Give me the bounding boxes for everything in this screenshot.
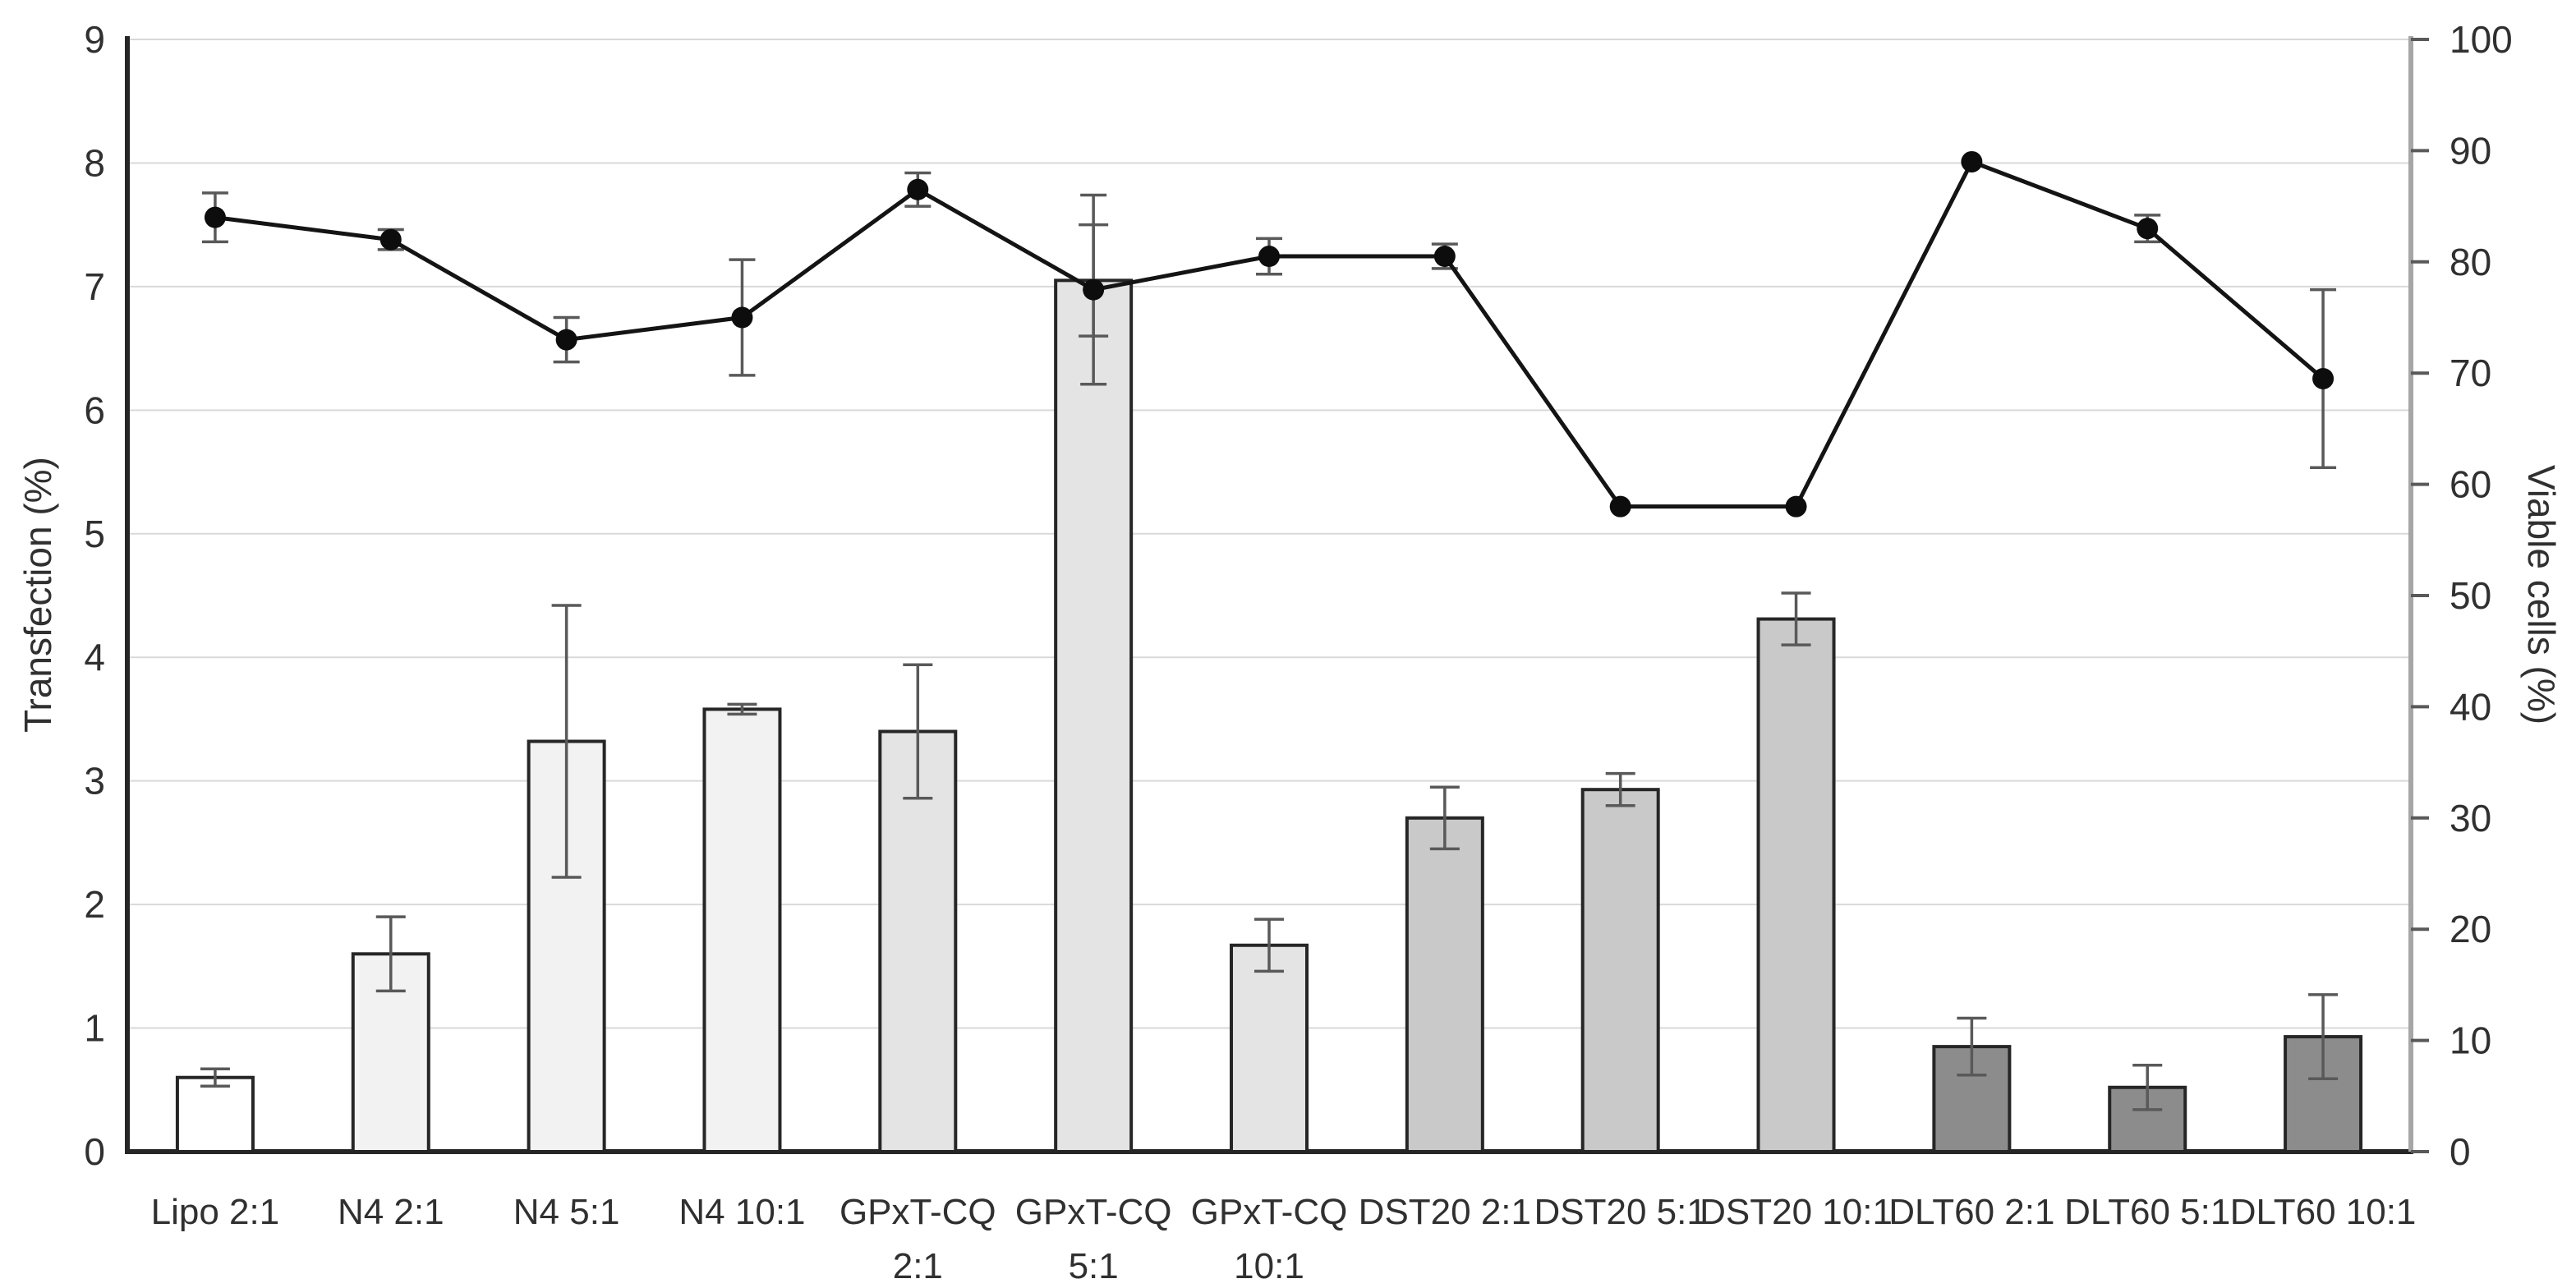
line-marker — [1258, 246, 1280, 268]
line-marker — [2137, 218, 2159, 240]
category-label: N4 2:1 — [338, 1192, 444, 1232]
line-marker — [1433, 246, 1456, 268]
left-tick-label: 8 — [84, 141, 105, 184]
bar — [1054, 278, 1134, 1153]
left-tick-label: 0 — [84, 1130, 105, 1173]
line-marker — [1083, 278, 1105, 301]
line-marker — [1609, 495, 1631, 518]
category-label: N4 10:1 — [678, 1192, 805, 1232]
right-tick-label: 10 — [2450, 1019, 2491, 1062]
line-marker — [1961, 150, 1983, 172]
line-marker — [1785, 495, 1807, 518]
bar — [1405, 816, 1484, 1153]
left-tick-label: 9 — [84, 18, 105, 61]
category-label: DLT60 10:1 — [2230, 1192, 2417, 1232]
category-label: Lipo 2:1 — [151, 1192, 280, 1232]
line-marker — [2312, 367, 2334, 389]
line-marker — [907, 178, 929, 200]
right-tick-label: 30 — [2450, 797, 2491, 840]
left-tick-label: 6 — [84, 389, 105, 431]
left-axis-title: Transfection (%) — [16, 457, 59, 733]
category-label: GPxT-CQ — [840, 1192, 996, 1232]
right-tick-label: 80 — [2450, 241, 2491, 283]
bar — [702, 707, 782, 1153]
right-tick-label: 100 — [2450, 18, 2513, 61]
right-axis-title: Viable cells (%) — [2520, 464, 2563, 725]
bar — [1756, 617, 1836, 1153]
right-tick-label: 60 — [2450, 463, 2491, 506]
category-label: N4 5:1 — [513, 1192, 620, 1232]
viable-cells-line — [214, 159, 2325, 509]
category-label: DST20 2:1 — [1359, 1192, 1531, 1232]
bar — [1580, 788, 1660, 1153]
category-label: DLT60 2:1 — [1888, 1192, 2054, 1232]
left-tick-label: 5 — [84, 513, 105, 555]
right-tick-label: 0 — [2450, 1130, 2471, 1173]
line-marker — [204, 206, 226, 228]
left-tick-label: 7 — [84, 265, 105, 308]
right-tick-label: 50 — [2450, 574, 2491, 617]
left-tick-label: 1 — [84, 1007, 105, 1050]
category-label: 2:1 — [893, 1246, 943, 1286]
left-tick-label: 4 — [84, 636, 105, 678]
category-label: DST20 10:1 — [1700, 1192, 1893, 1232]
right-tick-label: 20 — [2450, 908, 2491, 950]
line-marker — [731, 306, 753, 329]
category-label: GPxT-CQ — [1015, 1192, 1172, 1232]
bar — [1230, 943, 1309, 1154]
bar — [878, 729, 958, 1153]
line-marker — [380, 228, 402, 251]
bar — [175, 1075, 255, 1153]
category-label: 10:1 — [1234, 1246, 1304, 1286]
right-tick-label: 70 — [2450, 352, 2491, 394]
line-marker — [555, 329, 577, 351]
category-label: GPxT-CQ — [1191, 1192, 1348, 1232]
category-label: 5:1 — [1069, 1246, 1119, 1286]
category-label: DST20 5:1 — [1534, 1192, 1707, 1232]
left-tick-label: 2 — [84, 883, 105, 926]
right-tick-label: 90 — [2450, 129, 2491, 172]
right-tick-label: 40 — [2450, 685, 2491, 728]
left-tick-label: 3 — [84, 760, 105, 803]
category-label: DLT60 5:1 — [2064, 1192, 2230, 1232]
